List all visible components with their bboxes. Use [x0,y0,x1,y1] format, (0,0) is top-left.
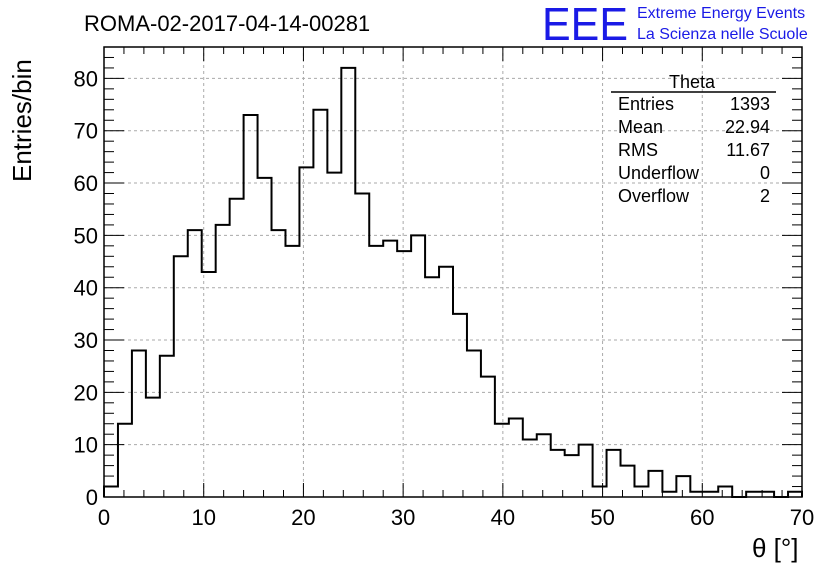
stats-box: Theta Entries 1393 Mean 22.94 RMS 11.67 Underf… [611,72,776,206]
stats-label: Underflow [618,163,700,183]
y-tick-label: 80 [74,66,98,91]
logo-line1: Extreme Energy Events [637,5,805,22]
x-tick-label: 60 [690,505,714,530]
y-tick-label: 40 [74,276,98,301]
y-tick-label: 0 [86,485,98,510]
y-tick-label: 70 [74,119,98,144]
stats-label: Overflow [618,186,690,206]
y-axis-title: Entries/bin [7,59,37,182]
logo-mark: EEE [542,0,628,50]
x-tick-label: 40 [491,505,515,530]
y-tick-label: 20 [74,380,98,405]
x-tick-label: 0 [98,505,110,530]
stats-title: Theta [669,72,716,92]
x-tick-label: 50 [590,505,614,530]
x-tick-label: 20 [291,505,315,530]
y-tick-label: 50 [74,223,98,248]
stats-value: 22.94 [725,117,770,137]
stats-rows: Entries 1393 Mean 22.94 RMS 11.67 Underflow 0 Ov… [618,94,770,206]
plot-frame [103,46,803,498]
histogram-series [103,66,803,498]
y-tick-label: 60 [74,171,98,196]
logo-line2: La Scienza nelle Scuole [637,26,808,43]
stats-label: Entries [618,94,674,114]
x-tick-label: 30 [391,505,415,530]
stats-value: 2 [760,186,770,206]
stats-value: 0 [760,163,770,183]
stats-value: 11.67 [726,140,770,160]
x-tick-label: 70 [790,505,814,530]
eee-logo: EEE Extreme Energy Events La Scienza nel… [542,0,808,50]
chart-title: ROMA-02-2017-04-14-00281 [84,11,370,36]
y-tick-label: 30 [74,328,98,353]
stats-label: Mean [618,117,663,137]
y-tick-label: 10 [74,433,98,458]
x-tick-label: 10 [191,505,215,530]
x-axis-title: θ [°] [752,533,799,563]
stats-label: RMS [618,140,658,160]
stats-value: 1393 [730,94,770,114]
